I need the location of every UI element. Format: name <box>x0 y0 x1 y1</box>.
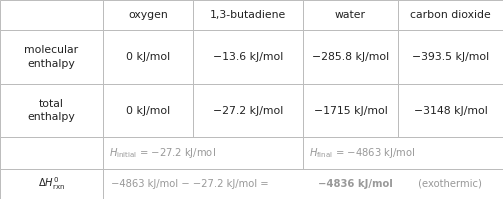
Bar <box>193 30 303 84</box>
Text: −27.2 kJ/mol: −27.2 kJ/mol <box>213 105 283 115</box>
Text: total
enthalpy: total enthalpy <box>28 99 75 122</box>
Text: −285.8 kJ/mol: −285.8 kJ/mol <box>312 52 389 62</box>
Bar <box>103 137 193 169</box>
Bar <box>103 84 193 137</box>
Bar <box>193 84 303 137</box>
Bar <box>398 30 503 84</box>
Text: molecular
enthalpy: molecular enthalpy <box>25 45 78 69</box>
Bar <box>303 169 398 199</box>
Bar <box>103 137 303 169</box>
Text: $\mathit{H}_{\mathrm{initial}}$ = −27.2 kJ/mol: $\mathit{H}_{\mathrm{initial}}$ = −27.2 … <box>109 146 216 160</box>
Bar <box>193 169 303 199</box>
Bar <box>0 0 103 30</box>
Bar <box>398 169 503 199</box>
Text: (exothermic): (exothermic) <box>415 179 482 189</box>
Bar <box>303 30 398 84</box>
Bar <box>193 137 303 169</box>
Bar <box>193 0 303 30</box>
Text: $\Delta H^0_{\mathrm{rxn}}$: $\Delta H^0_{\mathrm{rxn}}$ <box>38 176 65 192</box>
Text: 0 kJ/mol: 0 kJ/mol <box>126 105 170 115</box>
Text: oxygen: oxygen <box>128 10 168 20</box>
Text: 1,3-butadiene: 1,3-butadiene <box>210 10 286 20</box>
Text: $\mathit{H}_{\mathrm{final}}$ = −4863 kJ/mol: $\mathit{H}_{\mathrm{final}}$ = −4863 kJ… <box>309 146 415 160</box>
Text: −4863 kJ/mol − −27.2 kJ/mol =: −4863 kJ/mol − −27.2 kJ/mol = <box>111 179 272 189</box>
Bar <box>103 30 193 84</box>
Text: −393.5 kJ/mol: −393.5 kJ/mol <box>412 52 489 62</box>
Bar <box>103 0 193 30</box>
Bar <box>103 169 503 199</box>
Text: −3148 kJ/mol: −3148 kJ/mol <box>413 105 487 115</box>
Bar <box>398 84 503 137</box>
Text: water: water <box>335 10 366 20</box>
Bar <box>0 84 103 137</box>
Bar <box>303 137 398 169</box>
Text: −13.6 kJ/mol: −13.6 kJ/mol <box>213 52 283 62</box>
Bar <box>103 169 193 199</box>
Text: −4836 kJ/mol: −4836 kJ/mol <box>318 179 393 189</box>
Bar <box>398 0 503 30</box>
Text: −1715 kJ/mol: −1715 kJ/mol <box>314 105 387 115</box>
Text: carbon dioxide: carbon dioxide <box>410 10 491 20</box>
Bar <box>0 30 103 84</box>
Bar <box>398 137 503 169</box>
Text: 0 kJ/mol: 0 kJ/mol <box>126 52 170 62</box>
Bar <box>303 0 398 30</box>
Bar <box>0 169 103 199</box>
Bar <box>303 137 503 169</box>
Bar <box>303 84 398 137</box>
Bar <box>0 137 103 169</box>
